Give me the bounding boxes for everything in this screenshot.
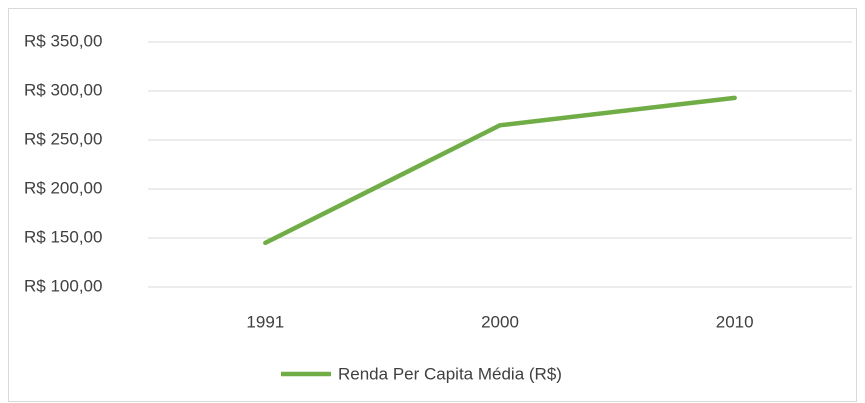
chart-border: [8, 8, 857, 402]
legend-label: Renda Per Capita Média (R$): [338, 364, 562, 383]
y-tick-label: R$ 200,00: [24, 178, 102, 197]
data-line: [263, 95, 737, 246]
x-tick-label: 2000: [481, 312, 519, 331]
x-tick-label: 2010: [716, 312, 754, 331]
y-tick-label: R$ 300,00: [24, 80, 102, 99]
y-tick-label: R$ 250,00: [24, 129, 102, 148]
x-tick-label: 1991: [246, 312, 284, 331]
y-tick-label: R$ 100,00: [24, 276, 102, 295]
y-tick-label: R$ 150,00: [24, 227, 102, 246]
y-tick-label: R$ 350,00: [24, 31, 102, 50]
